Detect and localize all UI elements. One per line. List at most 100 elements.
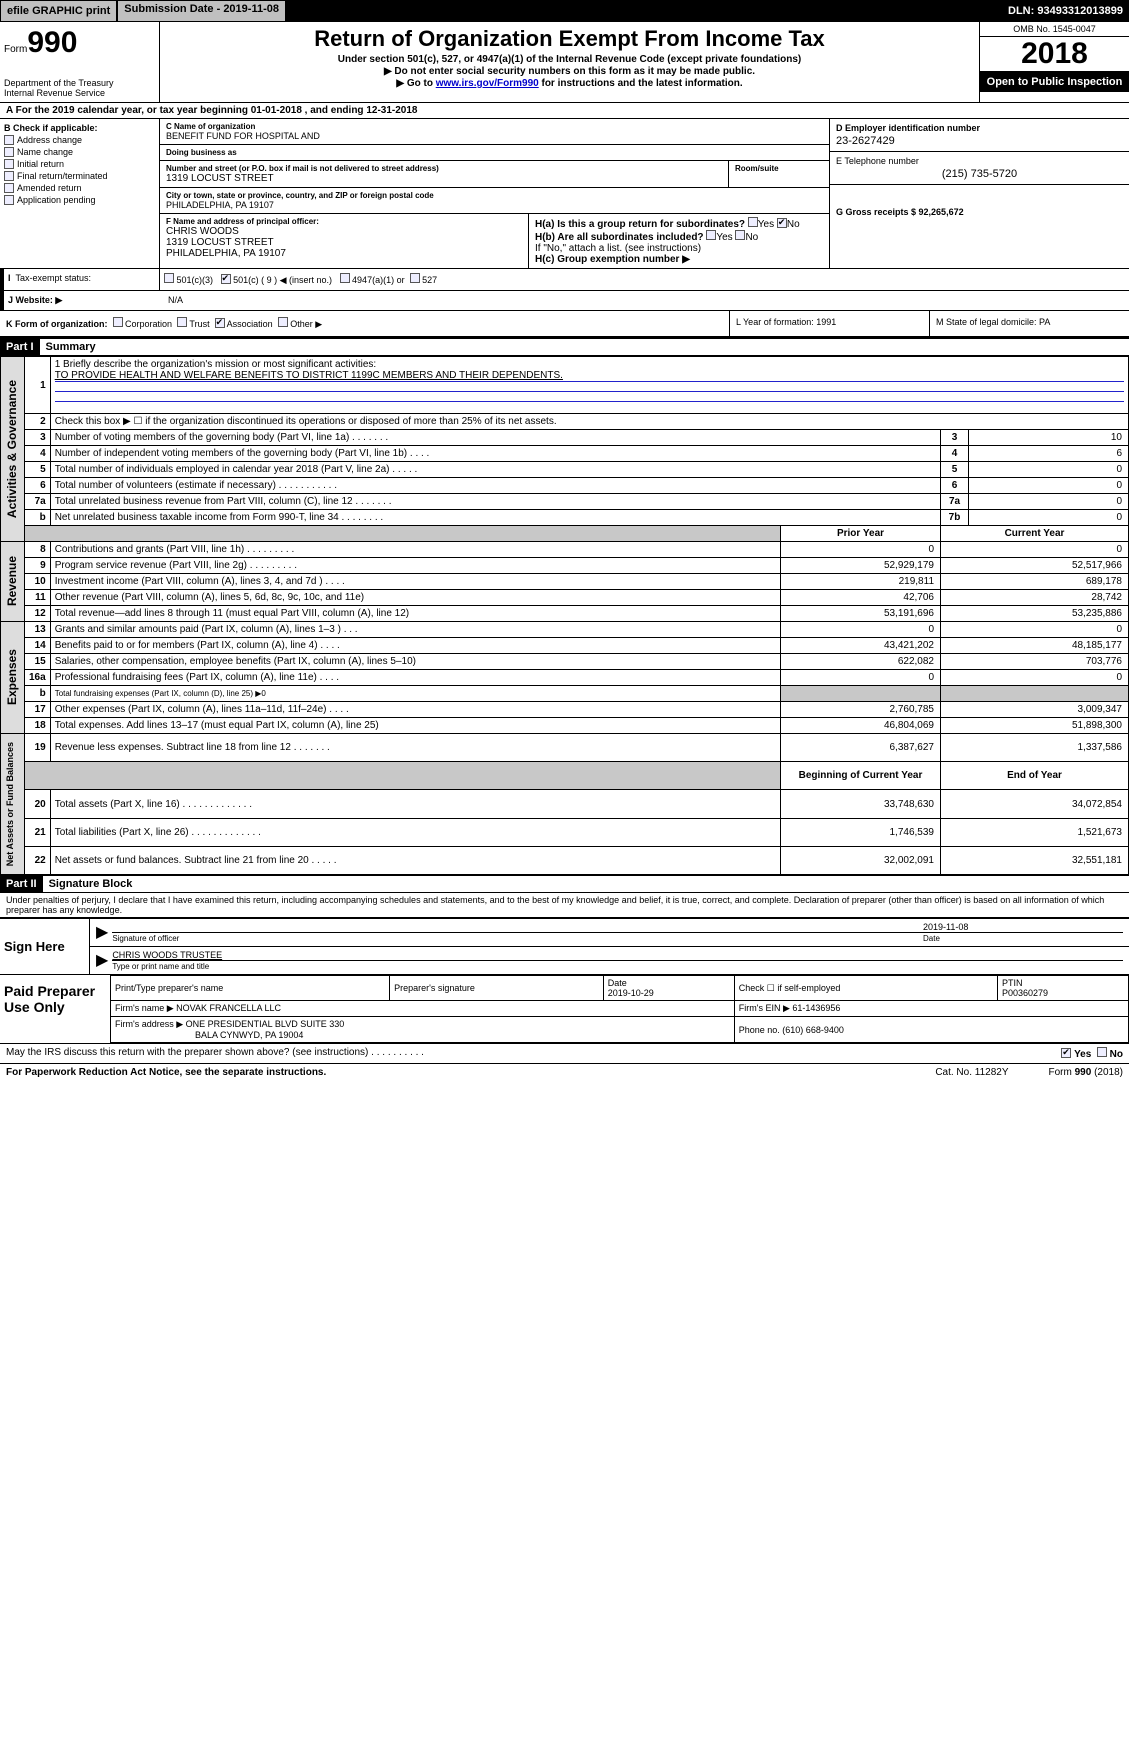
sub3-post: for instructions and the latest informat… [539,78,743,89]
submission-date: Submission Date - 2019-11-08 [117,0,286,22]
mission-label: 1 Briefly describe the organization's mi… [55,359,1124,370]
ec16b [941,686,1129,702]
row-j: J Website: ▶ N/A [0,291,1129,311]
ec15: 703,776 [941,654,1129,670]
ed15: Salaries, other compensation, employee b… [50,654,780,670]
form-header: Form990 Department of the Treasury Inter… [0,22,1129,103]
h-a: H(a) Is this a group return for subordin… [535,217,823,230]
rc12: 53,235,886 [941,606,1129,622]
tel-label: E Telephone number [836,156,1123,166]
d4: Number of independent voting members of … [50,446,940,462]
j-label: J Website: ▶ [8,295,62,305]
footer-mid: Cat. No. 11282Y [895,1067,1048,1078]
d5: Total number of individuals employed in … [50,462,940,478]
nap22: 32,002,091 [781,846,941,874]
line-1-num: 1 [25,357,51,414]
v6: 0 [969,478,1129,494]
chk-initial-return[interactable]: Initial return [4,159,155,169]
sig-officer-row: ▶ 2019-11-08 Signature of officerDate [90,919,1129,947]
prep-h1: Print/Type preparer's name [111,976,390,1001]
chk-pending[interactable]: Application pending [4,195,155,205]
side-governance: Activities & Governance [1,357,25,542]
footer-left: For Paperwork Reduction Act Notice, see … [6,1067,895,1078]
n7b: b [25,510,51,526]
i-options: 501(c)(3) 501(c) ( 9 ) ◀ (insert no.) 49… [160,269,1129,290]
nac20: 34,072,854 [941,790,1129,818]
dln: DLN: 93493312013899 [1002,0,1129,22]
form-number: 990 [27,26,77,59]
row-i: I Tax-exempt status: 501(c)(3) 501(c) ( … [0,269,1129,291]
rc11: 28,742 [941,590,1129,606]
mission-cell: 1 Briefly describe the organization's mi… [50,357,1128,414]
head-prior: Prior Year [781,526,941,542]
nan22: 22 [25,846,51,874]
footer-right: Form 990 (2018) [1049,1067,1123,1078]
preparer-table: Print/Type preparer's name Preparer's si… [110,975,1129,1043]
rc9: 52,517,966 [941,558,1129,574]
chk-final-return[interactable]: Final return/terminated [4,171,155,181]
dept2: Internal Revenue Service [4,88,155,98]
rp8: 0 [781,542,941,558]
firm-addr-cell: Firm's address ▶ ONE PRESIDENTIAL BLVD S… [111,1017,735,1043]
n7a: 7a [25,494,51,510]
nan21: 21 [25,818,51,846]
discuss-row: May the IRS discuss this return with the… [0,1043,1129,1063]
ec18: 51,898,300 [941,718,1129,734]
ed16b: Total fundraising expenses (Part IX, col… [50,686,780,702]
ep19: 6,387,627 [781,734,941,762]
en13: 13 [25,622,51,638]
discuss-text: May the IRS discuss this return with the… [6,1047,1061,1060]
ed14: Benefits paid to or for members (Part IX… [50,638,780,654]
h-b2: If "No," attach a list. (see instruction… [535,243,823,254]
ep13: 0 [781,622,941,638]
efile-button[interactable]: efile GRAPHIC print [0,0,117,22]
n6: 6 [25,478,51,494]
ein-cell: D Employer identification number 23-2627… [830,119,1129,152]
f-cell: F Name and address of principal officer:… [160,214,529,268]
row-a: A For the 2019 calendar year, or tax yea… [0,103,1129,119]
v3: 10 [969,430,1129,446]
header-right: OMB No. 1545-0047 2018 Open to Public In… [979,22,1129,102]
j-value: N/A [164,291,187,310]
part-2-header: Part II Signature Block [0,875,1129,893]
irs-link[interactable]: www.irs.gov/Form990 [436,78,539,89]
n4: 4 [25,446,51,462]
nan20: 20 [25,790,51,818]
ec16a: 0 [941,670,1129,686]
addr-value: 1319 LOCUST STREET [166,173,722,184]
v4: 6 [969,446,1129,462]
sig-name-row: ▶ CHRIS WOODS TRUSTEE Type or print name… [90,947,1129,974]
rn12: 12 [25,606,51,622]
en15: 15 [25,654,51,670]
chk-name-change[interactable]: Name change [4,147,155,157]
ed18: Total expenses. Add lines 13–17 (must eq… [50,718,780,734]
addr-label: Number and street (or P.O. box if mail i… [166,164,722,173]
prep-h2: Preparer's signature [390,976,604,1001]
d7a: Total unrelated business revenue from Pa… [50,494,940,510]
sig-label: Signature of officer [112,934,923,943]
city-label: City or town, state or province, country… [166,191,823,200]
en16b: b [25,686,51,702]
f-addr2: PHILADELPHIA, PA 19107 [166,248,522,259]
nap21: 1,746,539 [781,818,941,846]
rp10: 219,811 [781,574,941,590]
firm-phone-cell: Phone no. (610) 668-9400 [734,1017,1128,1043]
chk-address-change[interactable]: Address change [4,135,155,145]
row-k: K Form of organization: Corporation Trus… [0,311,729,336]
nac22: 32,551,181 [941,846,1129,874]
n5: 5 [25,462,51,478]
row-klm: K Form of organization: Corporation Trus… [0,311,1129,338]
rp9: 52,929,179 [781,558,941,574]
nac21: 1,521,673 [941,818,1129,846]
firm-ein-cell: Firm's EIN ▶ 61-1436956 [734,1001,1128,1017]
n3: 3 [25,430,51,446]
nad22: Net assets or fund balances. Subtract li… [50,846,780,874]
l4: 4 [941,446,969,462]
rn10: 10 [25,574,51,590]
chk-amended[interactable]: Amended return [4,183,155,193]
en18: 18 [25,718,51,734]
addr-row: Number and street (or P.O. box if mail i… [160,161,829,188]
v5: 0 [969,462,1129,478]
nad21: Total liabilities (Part X, line 26) . . … [50,818,780,846]
city-cell: City or town, state or province, country… [160,188,829,214]
